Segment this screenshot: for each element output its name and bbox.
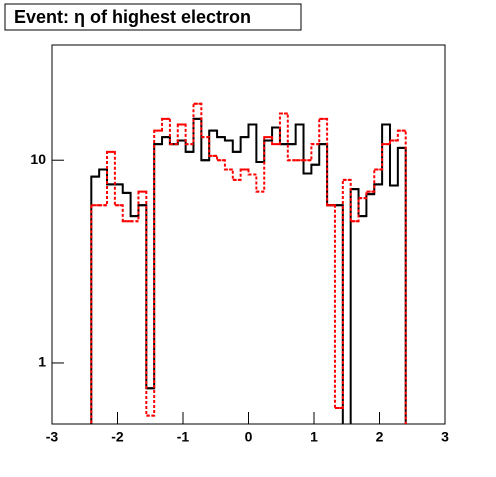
bin-connectors [90, 102, 407, 424]
bin-connectors [90, 117, 407, 424]
x-tick-label: 0 [245, 429, 253, 445]
x-tick-label: 1 [310, 429, 318, 445]
x-tick-label: 3 [441, 429, 449, 445]
title-box [4, 3, 302, 31]
x-tick-label: 2 [376, 429, 384, 445]
y-tick-label: 1 [38, 354, 46, 370]
y-tick-label: 10 [30, 151, 46, 167]
x-tick-label: -3 [46, 429, 59, 445]
x-tick-label: -2 [111, 429, 124, 445]
x-tick-label: -1 [177, 429, 190, 445]
plot-area [90, 102, 407, 424]
chart-title: Event: η of highest electron [14, 7, 251, 27]
